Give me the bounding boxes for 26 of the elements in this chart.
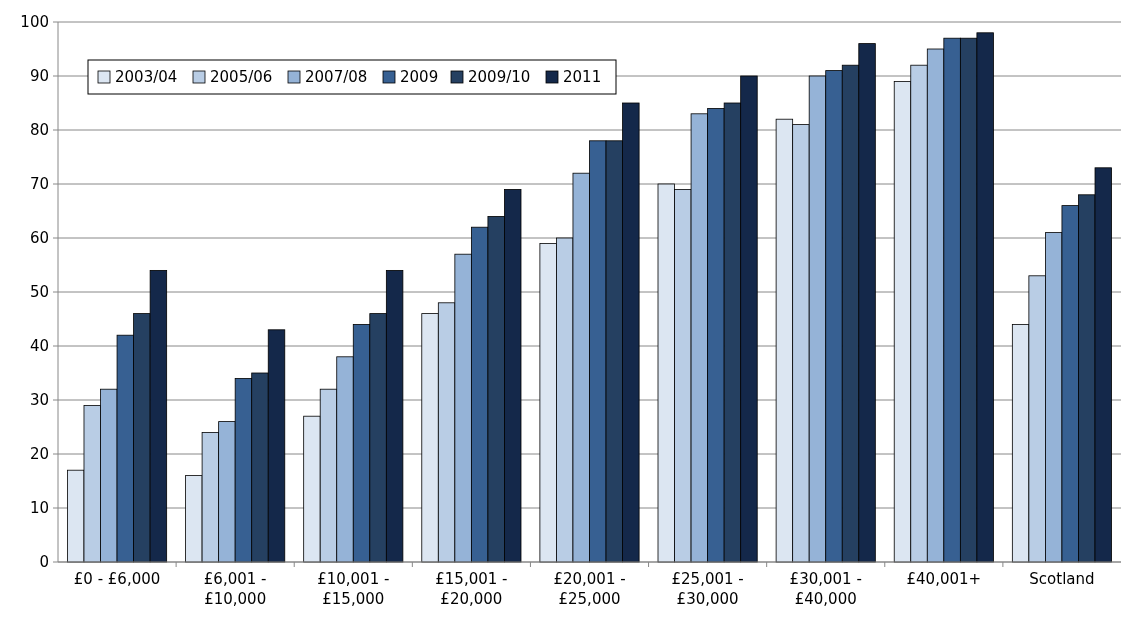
x-tick-label: £30,001 - £40,000 <box>789 570 862 608</box>
y-tick-label: 10 <box>29 499 49 518</box>
y-tick-label: 0 <box>39 553 49 572</box>
y-tick-label: 70 <box>29 175 49 194</box>
legend-label: 2007/08 <box>305 68 368 87</box>
x-tick-label: £15,001 - £20,000 <box>435 570 508 608</box>
x-tick-label: £0 - £6,000 <box>73 570 161 588</box>
x-tick-label: Scotland <box>1029 570 1095 588</box>
x-tick-label: £6,001 - £10,000 <box>203 570 267 608</box>
y-tick-label: 40 <box>29 337 49 356</box>
x-tick-label: £25,001 - £30,000 <box>671 570 744 608</box>
y-tick-label: 20 <box>29 445 49 464</box>
legend-label: 2003/04 <box>115 68 178 87</box>
legend-label: 2009 <box>400 68 439 87</box>
legend-label: 2005/06 <box>210 68 273 87</box>
legend-label: 2009/10 <box>468 68 531 87</box>
y-tick-label: 50 <box>29 283 49 302</box>
y-tick-label: 100 <box>20 13 49 32</box>
y-tick-label: 90 <box>29 67 49 86</box>
x-tick-label: £10,001 - £15,000 <box>317 570 390 608</box>
x-tick-label: £20,001 - £25,000 <box>553 570 626 608</box>
legend-label: 2011 <box>563 68 602 87</box>
y-tick-label: 60 <box>29 229 49 248</box>
x-tick-label: £40,001+ <box>906 570 982 588</box>
y-tick-label: 80 <box>29 121 49 140</box>
y-tick-label: 30 <box>29 391 49 410</box>
